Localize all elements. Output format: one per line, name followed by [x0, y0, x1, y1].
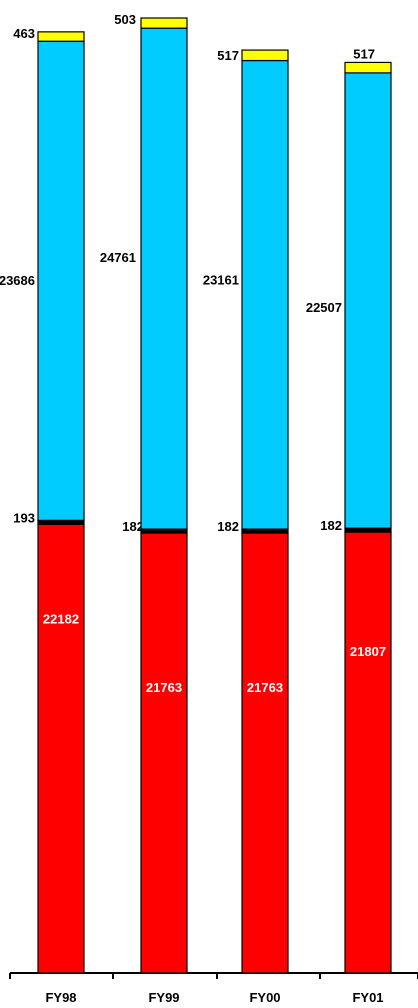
bar-segment-red-fy99 — [140, 532, 188, 974]
data-label-black-fy00: 182 — [217, 519, 239, 534]
x-tick-label-fy01: FY01 — [352, 990, 383, 1005]
data-label-yellow-fy99: 503 — [114, 12, 136, 27]
data-label-blue-fy01: 22507 — [306, 300, 342, 315]
data-label-red-fy00: 21763 — [247, 680, 283, 695]
bar-segment-yellow-fy00 — [241, 49, 289, 62]
bar-segment-yellow-fy01 — [344, 61, 392, 74]
data-label-blue-fy98: 23686 — [0, 273, 35, 288]
data-label-yellow-fy01: 517 — [353, 46, 375, 61]
data-label-yellow-fy00: 517 — [217, 48, 239, 63]
bar-segment-blue-fy99 — [140, 27, 188, 530]
data-label-black-fy99: 182 — [122, 519, 144, 534]
bar-segment-blue-fy00 — [241, 59, 289, 530]
x-tick-label-fy99: FY99 — [148, 990, 179, 1005]
bar-segment-red-fy98 — [37, 523, 85, 974]
data-label-yellow-fy98: 463 — [13, 26, 35, 41]
bar-segment-blue-fy98 — [37, 40, 85, 521]
data-label-red-fy01: 21807 — [350, 644, 386, 659]
bar-segment-red-fy00 — [241, 532, 289, 974]
data-label-black-fy98: 193 — [13, 510, 35, 525]
bar-segment-blue-fy01 — [344, 72, 392, 529]
data-label-blue-fy00: 23161 — [203, 273, 239, 288]
x-tick-label-fy00: FY00 — [249, 990, 280, 1005]
bar-segment-yellow-fy98 — [37, 31, 85, 42]
bar-segment-red-fy01 — [344, 531, 392, 974]
bar-segment-yellow-fy99 — [140, 17, 188, 29]
bar-segment-black-fy99 — [140, 528, 188, 534]
x-tick-label-fy98: FY98 — [45, 990, 76, 1005]
data-label-red-fy99: 21763 — [146, 680, 182, 695]
data-label-blue-fy99: 24761 — [100, 250, 136, 265]
data-label-red-fy98: 22182 — [43, 611, 79, 626]
data-label-black-fy01: 182 — [320, 518, 342, 533]
